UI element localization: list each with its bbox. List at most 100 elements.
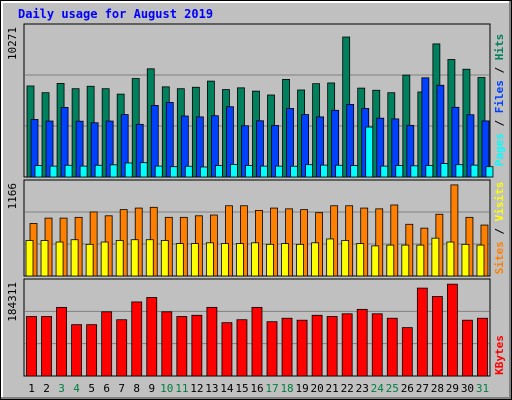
bar-sites [160, 240, 169, 277]
bar-pages [410, 165, 419, 178]
bevel-left [1, 1, 3, 399]
bar-pages [124, 162, 133, 178]
x-tick-label: 2 [43, 382, 50, 395]
bar-sites [281, 243, 289, 277]
bar-kbytes [146, 297, 158, 377]
legend-pages: Pages [493, 133, 506, 166]
bar-pages [245, 165, 253, 178]
bar-visits [360, 207, 369, 277]
x-tick-label: 18 [280, 382, 293, 395]
y-max-label: 10271 [6, 27, 19, 60]
bar-files [346, 104, 355, 178]
bar-files [271, 125, 279, 178]
bar-files [30, 119, 39, 178]
bar-pages [275, 165, 283, 178]
bar-files [451, 106, 460, 178]
bar-kbytes [251, 306, 263, 377]
bar-kbytes [371, 313, 383, 377]
bar-sites [55, 241, 64, 277]
bar-pages [109, 164, 118, 178]
bar-kbytes [326, 316, 338, 377]
x-tick-label: 5 [88, 382, 95, 395]
bar-files [391, 118, 400, 178]
bar-kbytes [131, 301, 143, 377]
bar-files [316, 116, 325, 178]
bar-pages [320, 164, 329, 178]
legend-separator: / [493, 60, 506, 80]
x-tick-label: 30 [461, 382, 474, 395]
bar-pages [425, 165, 434, 178]
bar-files [301, 114, 309, 178]
x-tick-label: 24 [371, 382, 385, 395]
bar-sites [311, 242, 320, 277]
legend-visits: Visits [493, 182, 506, 222]
x-tick-label: 4 [73, 382, 80, 395]
x-tick-label: 21 [326, 382, 339, 395]
bar-visits [300, 209, 308, 277]
bar-files [135, 123, 144, 178]
x-tick-label: 20 [311, 382, 324, 395]
bar-files [256, 120, 264, 178]
bar-sites [356, 243, 365, 277]
x-tick-label: 6 [103, 382, 110, 395]
bar-files [210, 115, 219, 178]
bar-files [226, 106, 234, 178]
bar-sites [100, 241, 109, 277]
bar-kbytes [56, 306, 67, 377]
x-tick-label: 16 [250, 382, 263, 395]
bar-kbytes [41, 316, 52, 377]
bar-sites [236, 243, 244, 277]
bar-sites [341, 240, 350, 277]
x-tick-label: 19 [295, 382, 308, 395]
bar-pages [365, 126, 374, 178]
bar-pages [305, 164, 313, 178]
bar-files [331, 109, 340, 178]
bar-files [75, 120, 84, 178]
bar-files [150, 105, 159, 178]
x-tick-label: 9 [148, 382, 155, 395]
legend-sites: Sites [493, 241, 506, 274]
x-tick-label: 17 [265, 382, 278, 395]
bar-files [376, 117, 385, 178]
y-max-label: 184311 [6, 282, 19, 322]
bar-pages [79, 165, 88, 178]
x-tick-label: 22 [341, 382, 354, 395]
x-tick-label: 1 [28, 382, 35, 395]
legend-bottom: KBytes [493, 335, 506, 375]
bar-kbytes [296, 319, 308, 377]
bar-kbytes [447, 283, 458, 377]
bar-kbytes [206, 306, 218, 377]
bar-kbytes [311, 314, 323, 377]
bar-pages [335, 164, 344, 178]
bar-kbytes [462, 319, 473, 377]
bar-files [421, 77, 430, 178]
x-tick-label: 10 [160, 382, 173, 395]
bar-sites [190, 243, 199, 277]
bar-pages [94, 164, 103, 178]
bar-pages [350, 165, 359, 178]
x-tick-label: 23 [356, 382, 369, 395]
bar-sites [40, 240, 49, 277]
bar-kbytes [341, 313, 353, 377]
bar-pages [290, 165, 298, 178]
x-tick-label: 14 [220, 382, 234, 395]
x-tick-label: 31 [476, 382, 489, 395]
bar-pages [485, 166, 494, 178]
bar-kbytes [431, 296, 443, 377]
bar-kbytes [176, 316, 188, 377]
bar-files [436, 84, 445, 178]
bar-pages [154, 165, 163, 178]
bar-sites [175, 243, 184, 277]
bar-kbytes [26, 316, 37, 377]
bar-files [180, 115, 189, 178]
x-tick-label: 29 [446, 382, 459, 395]
bar-pages [260, 165, 268, 178]
bar-visits [240, 205, 248, 277]
bar-pages [455, 164, 464, 178]
bar-files [195, 116, 204, 178]
x-tick-label: 26 [401, 382, 414, 395]
bar-pages [214, 165, 223, 178]
bar-pages [34, 165, 43, 178]
bar-files [120, 114, 129, 178]
bar-sites [296, 243, 304, 277]
